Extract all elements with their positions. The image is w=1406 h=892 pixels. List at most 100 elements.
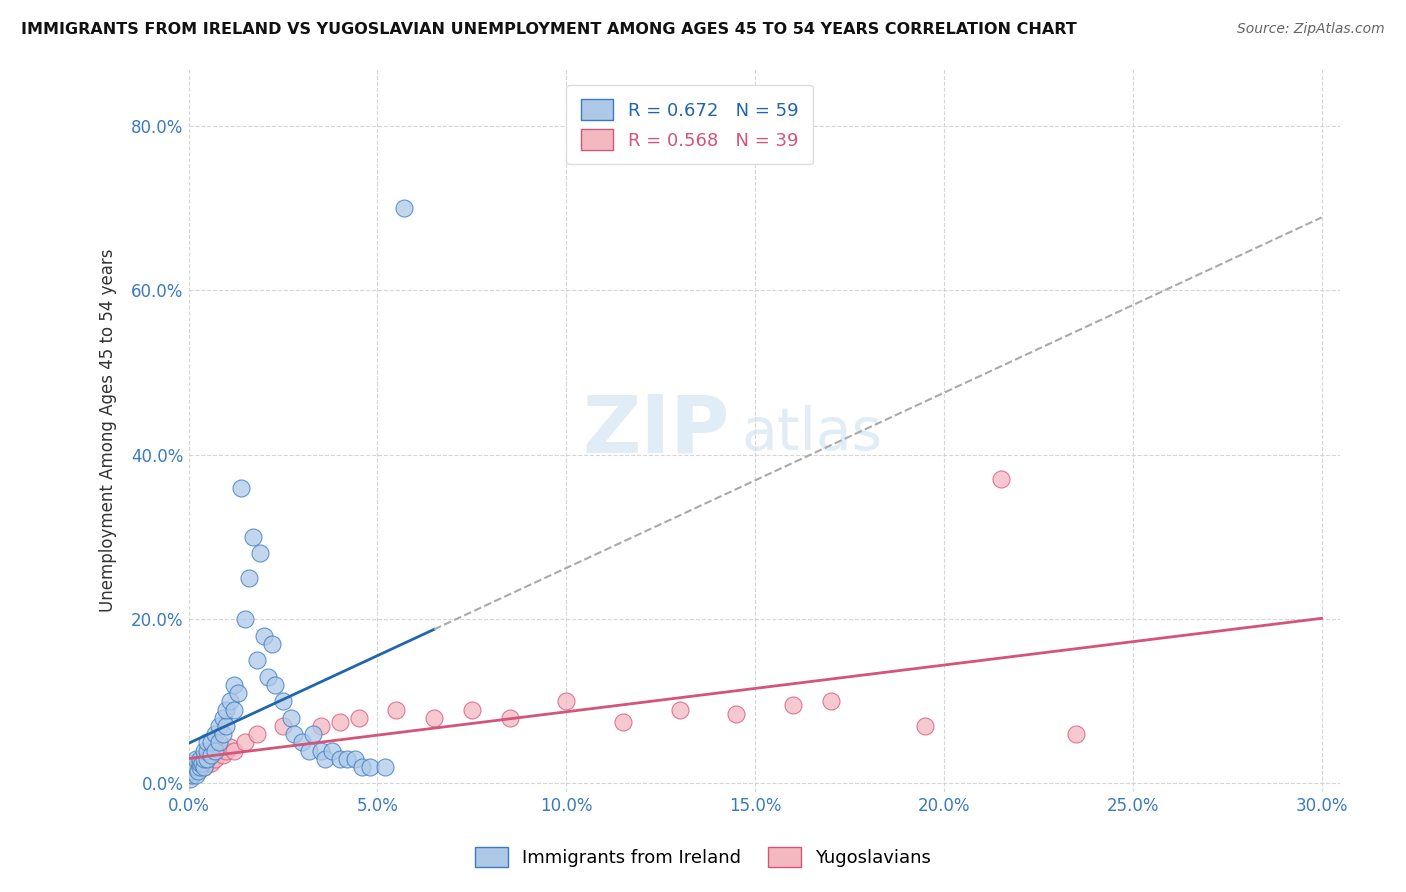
Point	[222, 702, 245, 716]
Point	[280, 711, 302, 725]
Point	[215, 702, 238, 716]
Point	[1064, 727, 1087, 741]
Point	[197, 752, 219, 766]
Point	[181, 764, 204, 779]
Point	[219, 694, 242, 708]
Point	[191, 756, 214, 770]
Point	[219, 739, 242, 754]
Point	[321, 743, 343, 757]
Point	[352, 760, 374, 774]
Point	[193, 752, 215, 766]
Point	[215, 743, 238, 757]
Point	[253, 629, 276, 643]
Point	[233, 612, 256, 626]
Point	[461, 702, 484, 716]
Point	[188, 752, 211, 766]
Point	[188, 756, 211, 770]
Point	[186, 768, 208, 782]
Point	[197, 735, 219, 749]
Point	[245, 653, 267, 667]
Point	[359, 760, 381, 774]
Point	[298, 743, 321, 757]
Point	[211, 711, 233, 725]
Text: IMMIGRANTS FROM IRELAND VS YUGOSLAVIAN UNEMPLOYMENT AMONG AGES 45 TO 54 YEARS CO: IMMIGRANTS FROM IRELAND VS YUGOSLAVIAN U…	[21, 22, 1077, 37]
Point	[242, 530, 264, 544]
Point	[200, 747, 222, 762]
Point	[668, 702, 690, 716]
Point	[186, 760, 208, 774]
Point	[231, 481, 253, 495]
Point	[612, 714, 634, 729]
Point	[374, 760, 396, 774]
Point	[193, 743, 215, 757]
Point	[222, 678, 245, 692]
Point	[238, 571, 260, 585]
Point	[309, 719, 332, 733]
Point	[187, 764, 209, 779]
Point	[385, 702, 408, 716]
Text: atlas: atlas	[741, 405, 883, 462]
Legend: Immigrants from Ireland, Yugoslavians: Immigrants from Ireland, Yugoslavians	[468, 839, 938, 874]
Point	[555, 694, 578, 708]
Point	[423, 711, 446, 725]
Point	[179, 768, 201, 782]
Point	[782, 698, 804, 713]
Point	[914, 719, 936, 733]
Point	[183, 764, 205, 779]
Point	[204, 727, 226, 741]
Point	[204, 752, 226, 766]
Point	[990, 472, 1012, 486]
Point	[197, 756, 219, 770]
Point	[329, 752, 352, 766]
Point	[329, 714, 352, 729]
Point	[186, 760, 208, 774]
Point	[725, 706, 748, 721]
Point	[271, 719, 294, 733]
Point	[181, 768, 204, 782]
Point	[283, 727, 305, 741]
Point	[343, 752, 366, 766]
Point	[179, 772, 201, 787]
Point	[183, 756, 205, 770]
Point	[271, 694, 294, 708]
Point	[498, 711, 520, 725]
Point	[188, 760, 211, 774]
Point	[200, 756, 222, 770]
Point	[204, 743, 226, 757]
Point	[181, 764, 204, 779]
Point	[193, 760, 215, 774]
Point	[208, 735, 231, 749]
Legend: R = 0.672   N = 59, R = 0.568   N = 39: R = 0.672 N = 59, R = 0.568 N = 39	[567, 85, 813, 164]
Text: Source: ZipAtlas.com: Source: ZipAtlas.com	[1237, 22, 1385, 37]
Point	[245, 727, 267, 741]
Point	[211, 727, 233, 741]
Point	[215, 719, 238, 733]
Point	[291, 735, 314, 749]
Point	[226, 686, 249, 700]
Point	[200, 747, 222, 762]
Point	[309, 743, 332, 757]
Point	[186, 756, 208, 770]
Point	[249, 546, 271, 560]
Point	[188, 756, 211, 770]
Y-axis label: Unemployment Among Ages 45 to 54 years: Unemployment Among Ages 45 to 54 years	[100, 248, 117, 612]
Point	[336, 752, 359, 766]
Point	[392, 201, 415, 215]
Point	[193, 760, 215, 774]
Point	[183, 760, 205, 774]
Text: ZIP: ZIP	[582, 391, 730, 469]
Point	[302, 727, 325, 741]
Point	[264, 678, 287, 692]
Point	[211, 747, 233, 762]
Point	[260, 637, 283, 651]
Point	[186, 752, 208, 766]
Point	[200, 735, 222, 749]
Point	[208, 743, 231, 757]
Point	[314, 752, 336, 766]
Point	[188, 760, 211, 774]
Point	[208, 719, 231, 733]
Point	[233, 735, 256, 749]
Point	[222, 743, 245, 757]
Point	[193, 752, 215, 766]
Point	[347, 711, 370, 725]
